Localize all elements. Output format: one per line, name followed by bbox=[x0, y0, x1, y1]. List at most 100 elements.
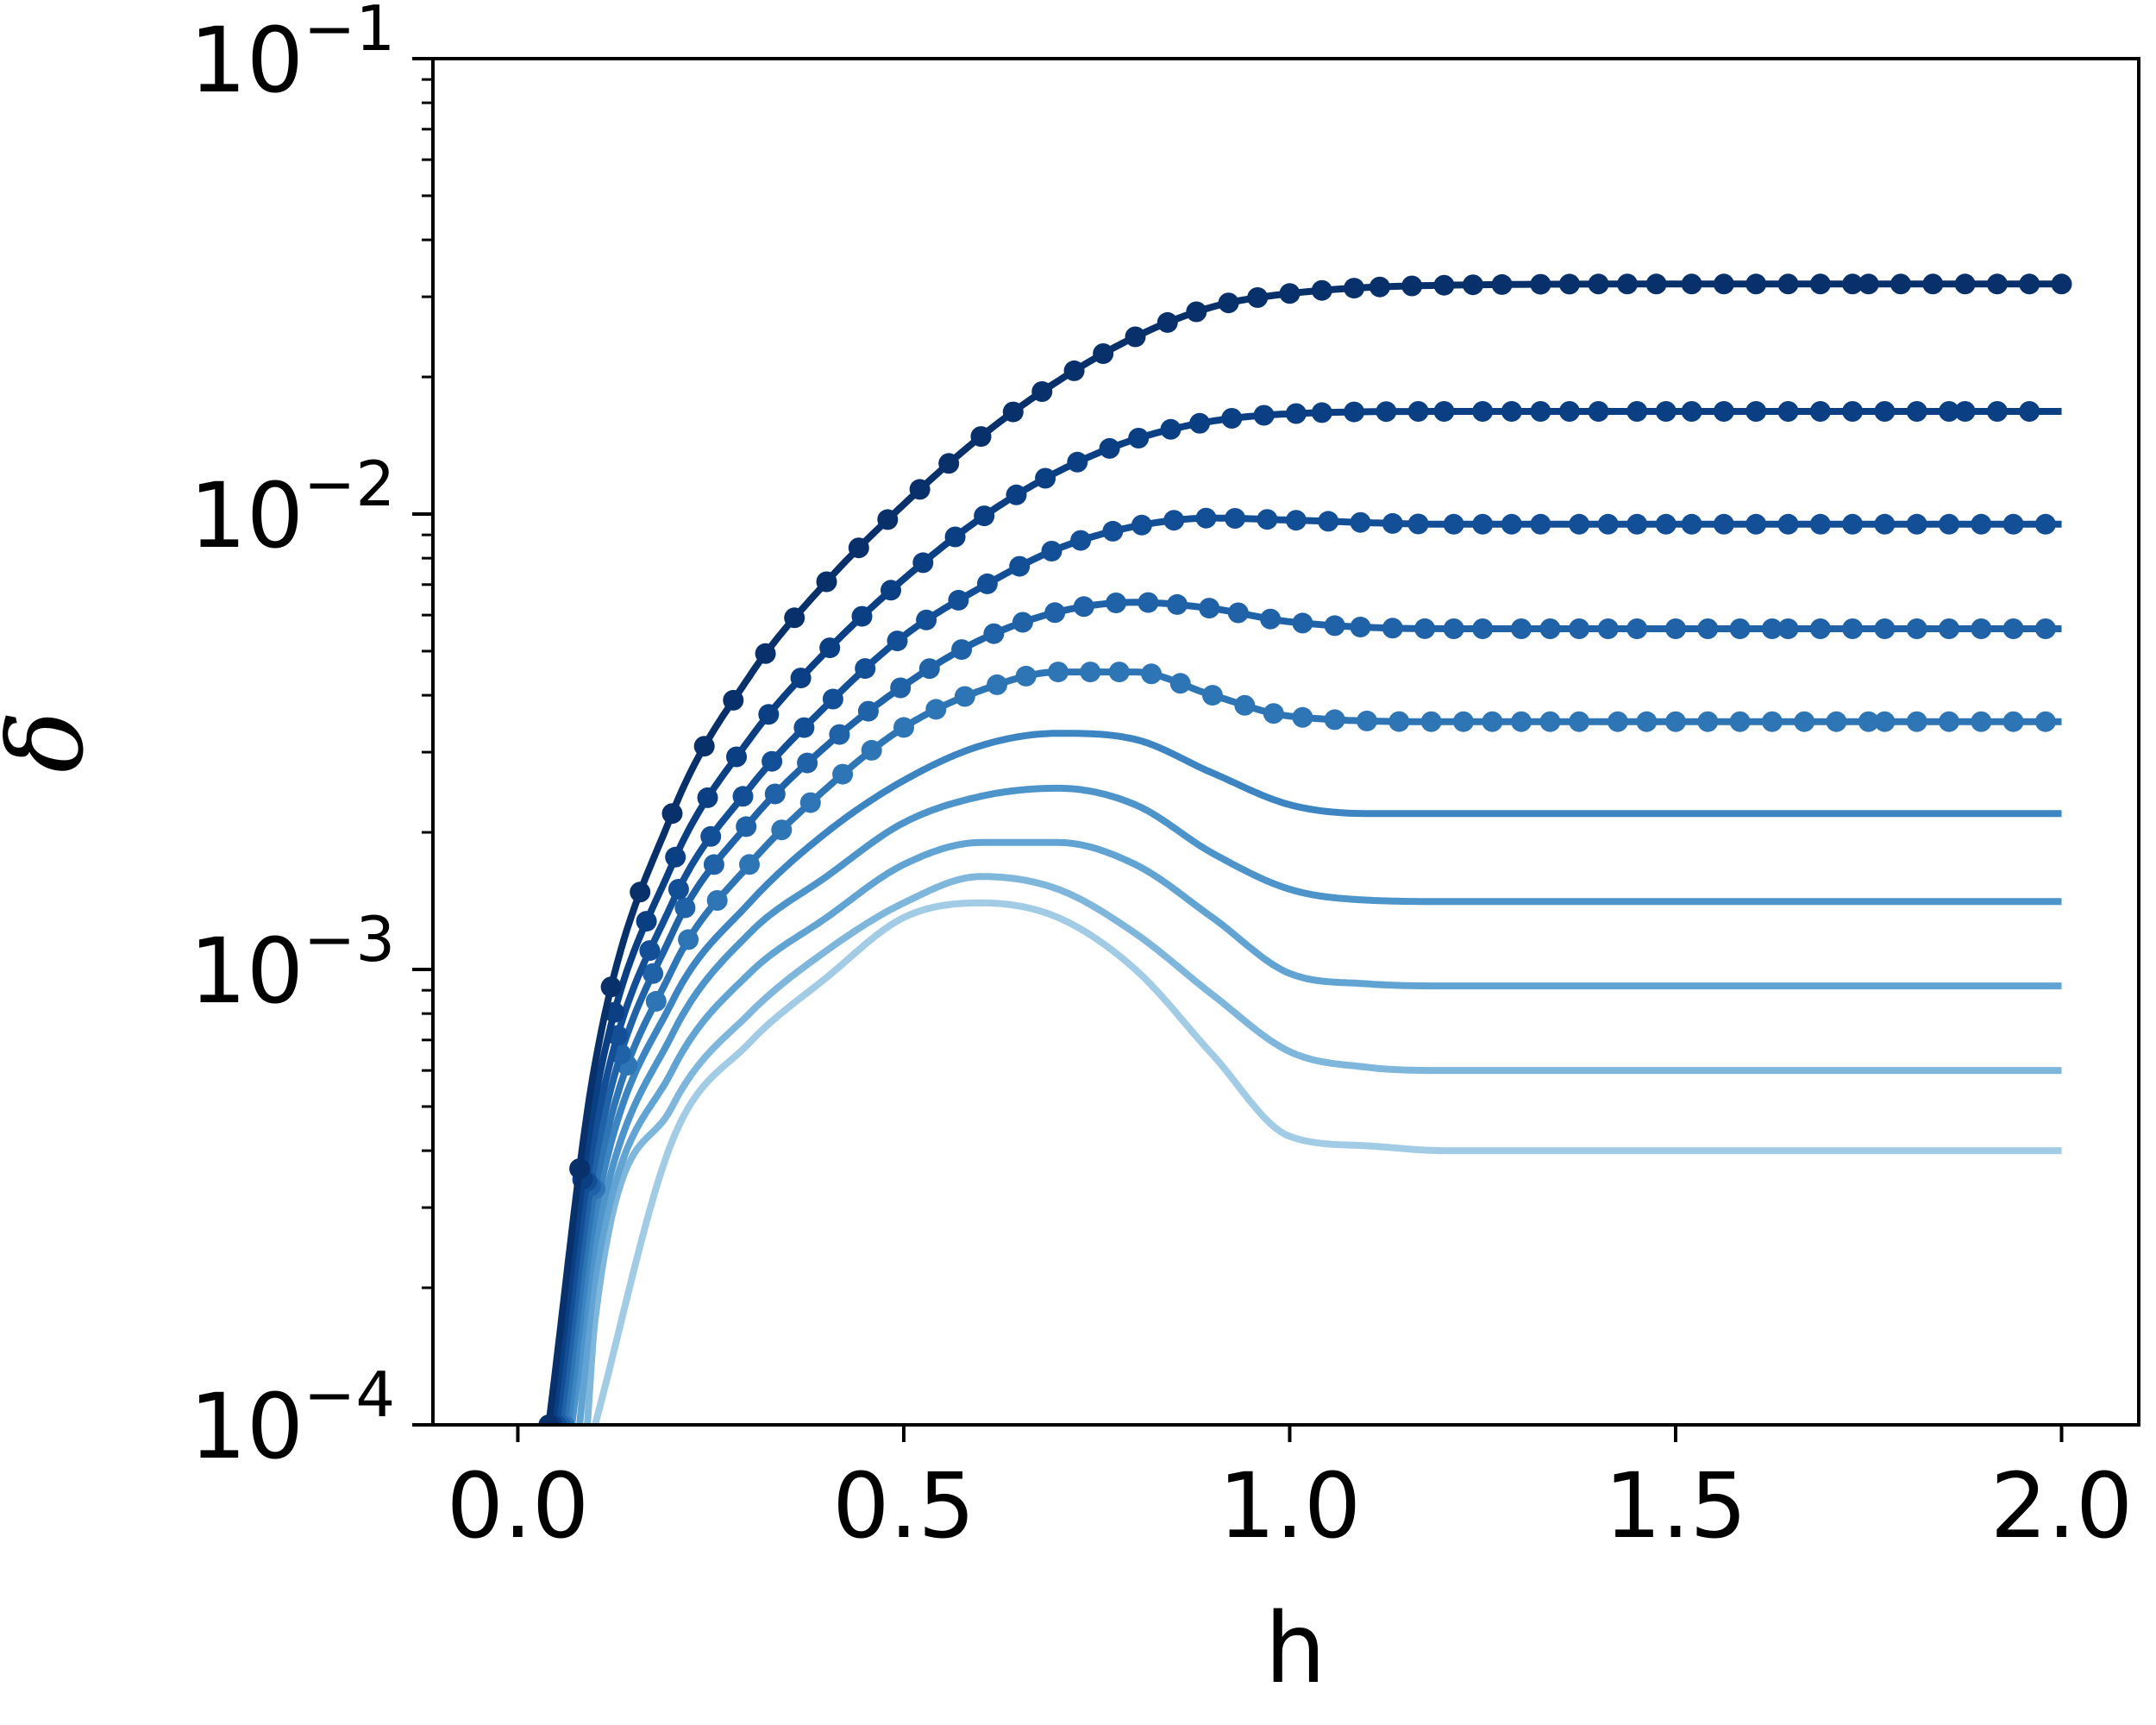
series-5-point bbox=[1452, 711, 1474, 732]
series-5-point bbox=[771, 819, 793, 841]
series-3-point bbox=[761, 750, 783, 772]
series-3-point bbox=[700, 825, 722, 847]
y-tick-label-exponent: −1 bbox=[304, 0, 395, 65]
y-tick-label-base: 10 bbox=[190, 1374, 304, 1479]
series-5-point bbox=[1826, 711, 1847, 732]
series-6-line bbox=[564, 730, 2062, 1425]
series-4-point bbox=[1472, 618, 1494, 639]
series-5-point bbox=[706, 890, 728, 911]
series-7-line bbox=[568, 784, 2062, 1425]
series-10-line bbox=[592, 899, 2062, 1425]
series-2-point bbox=[1067, 451, 1088, 473]
series-3-point bbox=[639, 940, 661, 962]
series-5-point bbox=[1324, 709, 1345, 731]
series-3-point bbox=[1195, 507, 1217, 529]
series-2-point bbox=[1874, 401, 1896, 422]
series-5-point bbox=[1292, 706, 1313, 728]
series-5-point bbox=[2034, 711, 2056, 732]
series-5-point bbox=[2002, 711, 2024, 732]
series-3-point bbox=[1443, 513, 1464, 535]
series-5-point bbox=[1569, 711, 1590, 732]
series-5-point bbox=[1665, 711, 1686, 732]
series-4-point bbox=[1809, 618, 1831, 639]
axes-layer: 0.0 0.5 1.0 1.5 2.010−410−310−210−1 bbox=[190, 0, 2140, 1559]
series-4-point bbox=[857, 700, 879, 722]
series-4-point bbox=[1874, 618, 1896, 639]
series-5-point bbox=[1607, 711, 1628, 732]
series-5-point bbox=[1729, 711, 1751, 732]
series-2-point bbox=[1160, 418, 1181, 440]
series-5-point bbox=[1858, 711, 1879, 732]
series-2-point bbox=[1376, 401, 1397, 423]
series-2-point bbox=[1501, 401, 1522, 422]
series-2-point bbox=[1099, 437, 1120, 459]
series-2-point bbox=[1626, 401, 1648, 422]
series-5-point bbox=[1971, 711, 1992, 732]
series-1-point bbox=[1002, 401, 1024, 423]
series-1-point bbox=[755, 643, 776, 664]
series-6 bbox=[564, 730, 2062, 1425]
series-5-point bbox=[954, 686, 975, 707]
series-4-point bbox=[1665, 618, 1686, 639]
series-2-point bbox=[1530, 401, 1551, 422]
series-3-line bbox=[553, 514, 2062, 1425]
series-1-point bbox=[1491, 273, 1513, 295]
x-tick-label: 1.5 bbox=[1604, 1453, 1746, 1559]
series-5-point bbox=[1761, 711, 1783, 732]
series-1-point bbox=[784, 607, 805, 629]
series-5-point bbox=[1141, 663, 1163, 685]
series-5-point bbox=[861, 739, 882, 761]
series-5-point bbox=[1080, 662, 1101, 683]
series-1-point bbox=[909, 479, 931, 500]
series-5-point bbox=[1420, 711, 1442, 732]
series-2-point bbox=[758, 704, 780, 725]
series-3-point bbox=[1257, 509, 1278, 530]
series-1-point bbox=[1344, 278, 1365, 299]
series-2-point bbox=[1472, 401, 1494, 422]
series-4-point bbox=[642, 963, 664, 984]
series-4-point bbox=[1292, 612, 1313, 634]
series-2-point bbox=[1986, 401, 2008, 422]
series-2-point bbox=[1344, 401, 1365, 423]
series-2-point bbox=[1655, 401, 1677, 422]
series-2-point bbox=[1954, 401, 1976, 422]
series-4-point bbox=[890, 677, 912, 699]
series-3 bbox=[546, 507, 2062, 1425]
series-8 bbox=[576, 838, 2062, 1425]
series-2-point bbox=[790, 668, 812, 689]
series-5-point bbox=[1263, 703, 1284, 724]
series-3-point bbox=[732, 786, 754, 807]
series-1-point bbox=[970, 426, 992, 448]
series-5-point bbox=[799, 792, 821, 813]
series-1-point bbox=[877, 509, 899, 530]
series-4-point bbox=[1324, 615, 1345, 637]
series-5-point bbox=[1511, 711, 1532, 732]
series-2-point bbox=[1588, 401, 1609, 422]
series-1-point bbox=[1218, 292, 1239, 314]
series-3-point bbox=[1225, 508, 1246, 529]
series-3-point bbox=[793, 717, 815, 738]
series-4-point bbox=[1539, 618, 1561, 639]
series-2-point bbox=[819, 637, 841, 659]
series-4-point bbox=[1073, 596, 1094, 618]
series-5-point bbox=[1636, 711, 1658, 732]
x-tick-label: 0.5 bbox=[832, 1453, 975, 1559]
series-1-point bbox=[1279, 283, 1300, 304]
series-1-point bbox=[1986, 273, 2008, 295]
series-3-point bbox=[1971, 513, 1992, 535]
series-4-point bbox=[1350, 617, 1371, 637]
series-3-point bbox=[1626, 513, 1648, 535]
series-layer bbox=[538, 273, 2072, 1425]
series-4-point bbox=[1106, 593, 1127, 613]
series-1-point bbox=[1809, 273, 1831, 295]
series-4-point bbox=[1414, 618, 1436, 639]
series-1-point bbox=[1617, 273, 1638, 295]
series-1-point bbox=[693, 736, 715, 757]
series-4-point bbox=[1382, 618, 1403, 639]
series-3-point bbox=[1009, 555, 1031, 577]
series-3-point bbox=[1597, 513, 1619, 535]
series-5-point bbox=[832, 763, 854, 785]
series-3-point bbox=[1713, 513, 1734, 535]
